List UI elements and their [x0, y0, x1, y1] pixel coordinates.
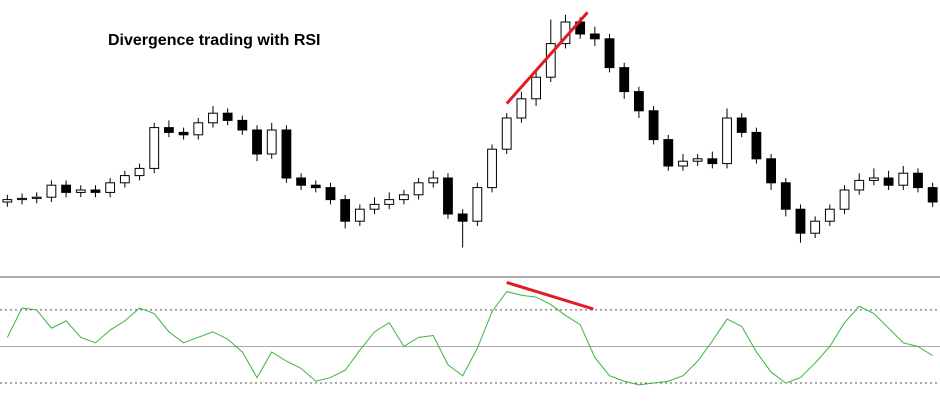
candle-body: [736, 117, 747, 133]
candle-body: [310, 184, 321, 189]
candle-body: [75, 189, 86, 193]
candle-body: [178, 131, 189, 136]
divergence-line: [506, 281, 594, 311]
candle-body: [134, 167, 145, 177]
candle-body: [501, 117, 512, 150]
candle-body: [589, 33, 600, 40]
candle-body: [325, 187, 336, 201]
candle-body: [824, 208, 835, 222]
candle-body: [443, 177, 453, 215]
candle-body: [208, 112, 218, 124]
candle-body: [369, 203, 380, 210]
candle-body: [149, 127, 160, 169]
candle-body: [810, 220, 821, 234]
candle-body: [354, 208, 365, 222]
candle-body: [692, 158, 703, 162]
candle-body: [869, 177, 879, 181]
candle-body: [61, 184, 71, 193]
candle-body: [751, 131, 762, 160]
candle-body: [634, 91, 644, 112]
candle-body: [164, 127, 174, 133]
candle-body: [854, 179, 865, 191]
candle-body: [193, 122, 204, 136]
candle-body: [883, 177, 894, 186]
candle-body: [516, 98, 527, 119]
rsi-line: [6, 291, 933, 386]
candle-body: [46, 184, 57, 198]
candle-body: [413, 182, 424, 196]
candle-body: [457, 213, 468, 222]
candle-body: [722, 117, 732, 165]
candle-body: [90, 189, 101, 193]
candle-body: [399, 194, 409, 201]
candle-body: [252, 129, 262, 155]
candle-body: [281, 129, 292, 179]
candle-body: [384, 199, 395, 205]
candle-body: [222, 112, 233, 121]
candle-body: [678, 160, 688, 167]
candle-body: [766, 158, 776, 184]
candle-body: [472, 187, 483, 222]
candle-body: [913, 172, 923, 189]
candle-body: [604, 38, 615, 69]
candle-body: [237, 119, 248, 131]
candle-body: [105, 182, 116, 193]
candle-body: [707, 158, 718, 165]
candle-body: [663, 139, 674, 167]
candle-body: [2, 199, 13, 203]
candle-body: [839, 189, 850, 210]
candle-body: [927, 187, 938, 203]
candle-body: [428, 177, 439, 184]
candle-body: [119, 175, 130, 184]
candle-body: [795, 208, 806, 234]
candle-body: [648, 110, 659, 141]
candle-body: [531, 76, 541, 100]
candle-body: [296, 177, 306, 186]
candle-body: [487, 148, 497, 189]
candle-body: [619, 67, 630, 93]
candle-body: [340, 199, 351, 222]
candle-body: [266, 129, 277, 155]
divergence-line: [505, 11, 589, 105]
candle-body: [17, 197, 27, 201]
candle-body: [780, 182, 791, 210]
candle-body: [898, 172, 909, 186]
chart-title: Divergence trading with RSI: [108, 32, 320, 49]
candle-body: [31, 196, 42, 199]
